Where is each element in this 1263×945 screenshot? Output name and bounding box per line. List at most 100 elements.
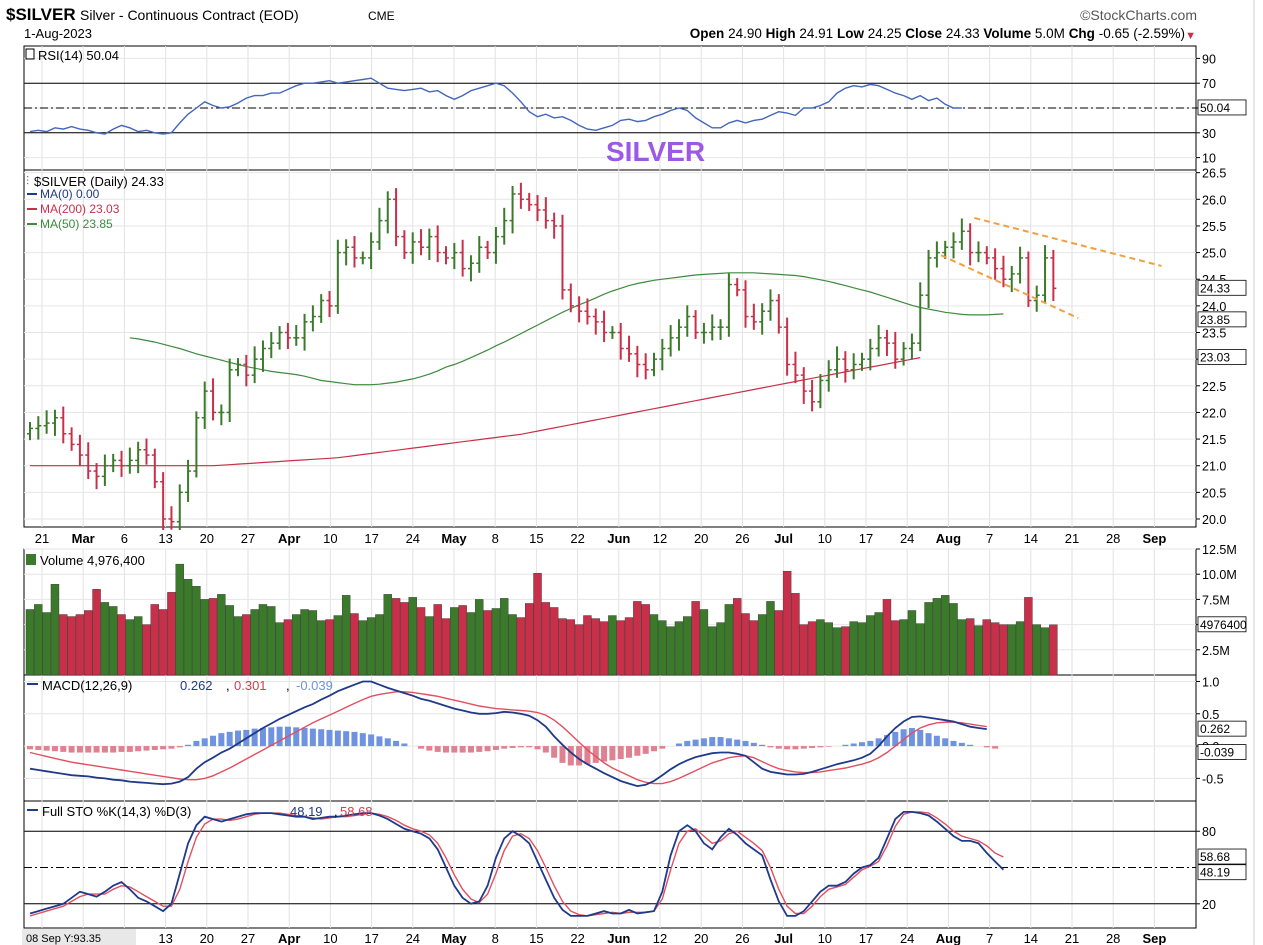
volume-bar (333, 615, 343, 676)
rsi-last-value-box (1197, 99, 1247, 116)
price-tick-label: 26.0 (1202, 193, 1226, 207)
volume-bar (1024, 597, 1033, 676)
x-axis-top-label: Apr (278, 531, 300, 546)
macd-histogram-bar (659, 746, 666, 749)
x-axis-top-label: 10 (818, 531, 832, 546)
x-axis-top-label: 20 (694, 531, 708, 546)
volume-bar (641, 604, 650, 676)
volume-bar (317, 620, 326, 676)
volume-bar (400, 602, 409, 676)
volume-bar (117, 614, 126, 676)
volume-bar (25, 609, 35, 676)
macd-histogram-bar (110, 746, 117, 753)
macd-histogram-bar (559, 746, 566, 763)
volume-bar (325, 619, 334, 676)
macd-histogram-bar (326, 729, 333, 747)
macd-histogram-bar (517, 746, 524, 748)
volume-bar (508, 614, 517, 676)
macd-histogram-bar (842, 744, 849, 747)
macd-histogram-bar (867, 740, 874, 747)
volume-bar (965, 618, 975, 676)
volume-bar (292, 614, 301, 676)
ma50-last-value-box (1197, 311, 1247, 328)
chg-down-icon: ▼ (1185, 30, 1196, 42)
volume-bar (891, 620, 900, 676)
volume-bar (100, 602, 110, 676)
volume-bar (1032, 624, 1041, 676)
x-axis-bottom-label: Aug (936, 931, 961, 945)
macd-histogram-bar (318, 729, 325, 747)
macd-histogram-bar (60, 746, 67, 752)
volume-bar (441, 618, 451, 676)
macd-last-value: 0.262 (1200, 722, 1230, 736)
macd-histogram-bar (767, 746, 774, 748)
x-axis-top-label: 24 (900, 531, 914, 546)
macd-histogram-bar (992, 746, 999, 749)
macd-histogram-bar (334, 730, 341, 747)
volume-bar (633, 601, 642, 676)
volume-bar (649, 614, 659, 676)
x-axis-top-label: 24 (406, 531, 420, 546)
macd-histogram-bar (567, 746, 574, 766)
volume-bar (84, 610, 93, 676)
macd-histogram-bar (501, 746, 508, 749)
macd-histogram-bar (418, 746, 425, 749)
volume-bar (175, 563, 184, 676)
macd-histogram-bar (900, 729, 907, 747)
macd-histogram-bar (201, 738, 208, 747)
volume-bar (766, 601, 775, 676)
sto-legend: Full STO %K(14,3) %D(3) (42, 804, 191, 819)
rsi-line (29, 77, 962, 135)
volume-bar (192, 586, 201, 676)
macd-histogram-bar (684, 740, 691, 747)
macd-histogram-bar (933, 735, 940, 747)
macd-histogram-bar (983, 746, 990, 748)
volume-bar (624, 617, 634, 676)
x-axis-bottom-label: 22 (570, 931, 584, 945)
macd-histogram-bar (883, 735, 890, 747)
x-axis-bottom-label: Sep (1142, 931, 1166, 945)
volume-bar (242, 614, 251, 676)
macd-histogram-bar (775, 746, 782, 749)
volume-bar (857, 622, 867, 676)
macd-histogram-bar (384, 738, 391, 747)
volume-bar (549, 607, 559, 676)
x-axis-top-label: 13 (158, 531, 172, 546)
volume-last-value: 4976400 (1200, 618, 1247, 632)
volume-bar (158, 609, 168, 676)
volume-bar (258, 604, 268, 676)
x-axis-top-label: 8 (492, 531, 499, 546)
x-axis-bottom-label: 24 (900, 931, 914, 945)
volume-bar (358, 620, 367, 676)
sto-tick-label: 20 (1202, 898, 1216, 912)
macd-signal-line (29, 691, 987, 785)
ma200-last-value: 23.03 (1200, 351, 1230, 365)
macd-histogram-bar (651, 746, 657, 752)
macd-histogram-bar (509, 746, 516, 749)
macd-histogram-bar (692, 739, 699, 747)
macd-histogram-bar (443, 746, 449, 753)
volume-bar (749, 620, 759, 676)
x-axis-top-label: 17 (364, 531, 378, 546)
comma: , (286, 678, 290, 693)
macd-histogram-bar (617, 746, 624, 759)
volume-bar (574, 624, 584, 676)
price-legend-item: MA(50) 23.85 (40, 217, 113, 231)
brand-logo: ©StockCharts.com (1080, 7, 1197, 23)
x-axis-bottom-label: 28 (1106, 931, 1120, 945)
macd-histogram-bar (126, 746, 133, 752)
macd-histogram-bar (958, 742, 965, 747)
volume-bar (874, 612, 883, 676)
macd-histogram-bar (850, 743, 857, 747)
trendline (974, 216, 1162, 267)
price-tick-label: 23.5 (1202, 327, 1226, 341)
volume-bar (583, 615, 592, 676)
x-axis-top-label: 20 (200, 531, 214, 546)
volume-bar (608, 615, 617, 676)
rsi-last-value: 50.04 (1200, 101, 1230, 115)
rsi-tick-label: 90 (1202, 52, 1216, 66)
volume-bar (466, 612, 476, 676)
macd-histogram-bar (750, 742, 757, 747)
x-axis-top-label: 28 (1106, 531, 1120, 546)
volume-bar (458, 605, 467, 676)
